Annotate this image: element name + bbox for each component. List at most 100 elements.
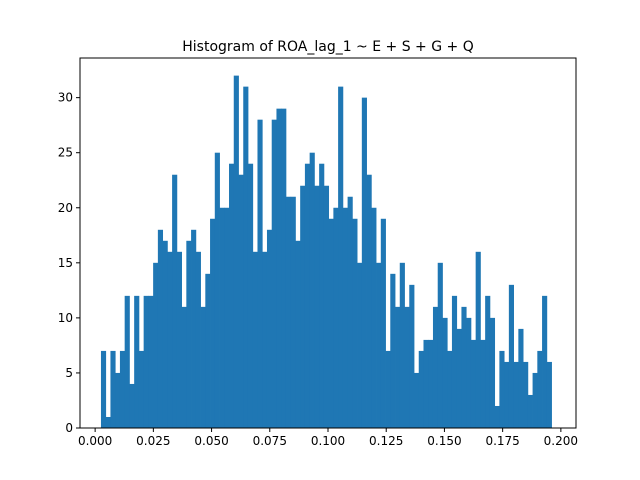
histogram-bar	[366, 174, 372, 428]
histogram-bar	[333, 207, 339, 428]
histogram-bar	[338, 86, 344, 428]
y-axis: 0 5 10 15 20 25 30	[58, 91, 80, 435]
histogram-bar	[414, 372, 420, 428]
y-tick-label: 10	[58, 311, 73, 325]
histogram-bar	[153, 262, 159, 428]
histogram-bar	[480, 339, 486, 428]
histogram-bar	[176, 251, 182, 428]
histogram-bar	[271, 119, 277, 429]
histogram-bar	[205, 273, 211, 428]
histogram-bar	[442, 317, 448, 428]
histogram-bar	[100, 350, 107, 428]
histogram-bar	[504, 361, 510, 428]
histogram-bar	[499, 350, 505, 428]
histogram-bar	[542, 295, 548, 428]
histogram-bar	[219, 207, 225, 428]
histogram-bar	[110, 350, 116, 428]
histogram-bar	[148, 295, 154, 428]
histogram-bar	[115, 372, 121, 428]
histogram-bar	[466, 317, 472, 428]
histogram-bar	[523, 361, 529, 428]
histogram-bar	[432, 306, 439, 428]
histogram-bars	[100, 75, 552, 429]
histogram-bar	[262, 251, 268, 428]
histogram-bar	[238, 174, 244, 428]
histogram-bar	[385, 350, 391, 428]
histogram-bar	[451, 295, 458, 428]
histogram-bar	[172, 174, 178, 428]
histogram-bar	[532, 372, 538, 428]
histogram-bar	[470, 339, 477, 428]
histogram-bar	[224, 207, 230, 428]
histogram-bar	[281, 108, 287, 429]
y-tick-label: 0	[65, 421, 73, 435]
histogram-bar	[247, 163, 254, 428]
histogram-bar	[257, 119, 263, 429]
histogram-bar	[167, 251, 173, 428]
y-tick-label: 20	[58, 201, 73, 215]
x-tick-label: 0.100	[311, 434, 345, 448]
histogram-bar	[195, 251, 201, 428]
histogram-bar	[191, 229, 197, 428]
histogram-bar	[489, 317, 496, 428]
histogram-bar	[423, 339, 429, 428]
histogram-bar	[295, 240, 301, 428]
plot-frame	[79, 57, 577, 429]
x-tick-label: 0.000	[78, 434, 112, 448]
y-tick-label: 30	[58, 91, 73, 105]
histogram-bar	[328, 218, 334, 428]
histogram-bar	[475, 251, 481, 428]
histogram-bar	[200, 306, 206, 428]
histogram-bar	[508, 284, 514, 428]
histogram-bar	[376, 262, 382, 428]
histogram-bar	[409, 284, 415, 428]
histogram-bar	[461, 306, 467, 428]
histogram-bar	[210, 218, 216, 428]
histogram-bar	[129, 383, 135, 428]
histogram-bar	[342, 207, 348, 428]
histogram-bar	[124, 295, 130, 428]
x-tick-label: 0.150	[427, 434, 461, 448]
x-tick-label: 0.050	[194, 434, 228, 448]
histogram-bar	[447, 350, 453, 428]
histogram-bar	[157, 229, 164, 428]
histogram-bar	[266, 229, 273, 428]
y-tick-label: 15	[58, 256, 73, 270]
histogram-bar	[399, 262, 405, 428]
histogram-bar	[143, 295, 149, 428]
histogram-bar	[537, 350, 543, 428]
histogram-bar	[361, 97, 367, 428]
histogram-bar	[119, 350, 126, 428]
histogram-bar	[418, 350, 424, 428]
y-tick-label: 5	[65, 366, 73, 380]
histogram-bar	[352, 218, 358, 428]
histogram-bar	[290, 196, 296, 428]
x-axis: 0.000 0.025 0.050 0.075 0.100 0.125 0.150 0.175…	[78, 428, 578, 448]
histogram-bar	[437, 262, 443, 428]
histogram-bar	[105, 416, 111, 428]
x-tick-label: 0.025	[136, 434, 170, 448]
histogram-bar	[395, 306, 401, 428]
histogram-bar	[181, 306, 187, 428]
histogram-bar	[456, 328, 462, 428]
histogram-bar	[138, 350, 145, 428]
histogram-bar	[252, 251, 258, 428]
histogram-bar	[309, 152, 315, 428]
histogram-bar	[214, 152, 220, 428]
histogram-bar	[357, 262, 363, 428]
x-tick-label: 0.125	[369, 434, 403, 448]
y-tick-label: 25	[58, 146, 73, 160]
histogram-bar	[319, 163, 325, 428]
histogram-bar	[428, 339, 434, 428]
histogram-bar	[513, 361, 519, 428]
histogram-bar	[233, 75, 239, 429]
histogram-bar	[186, 240, 192, 428]
histogram-bar	[380, 218, 386, 428]
histogram-bar	[404, 306, 410, 428]
histogram-bar	[304, 163, 311, 428]
histogram-bar	[229, 163, 235, 428]
histogram-bar	[300, 185, 306, 428]
histogram-bar	[314, 185, 320, 428]
histogram-bar	[347, 196, 353, 428]
histogram-bar	[527, 394, 533, 428]
